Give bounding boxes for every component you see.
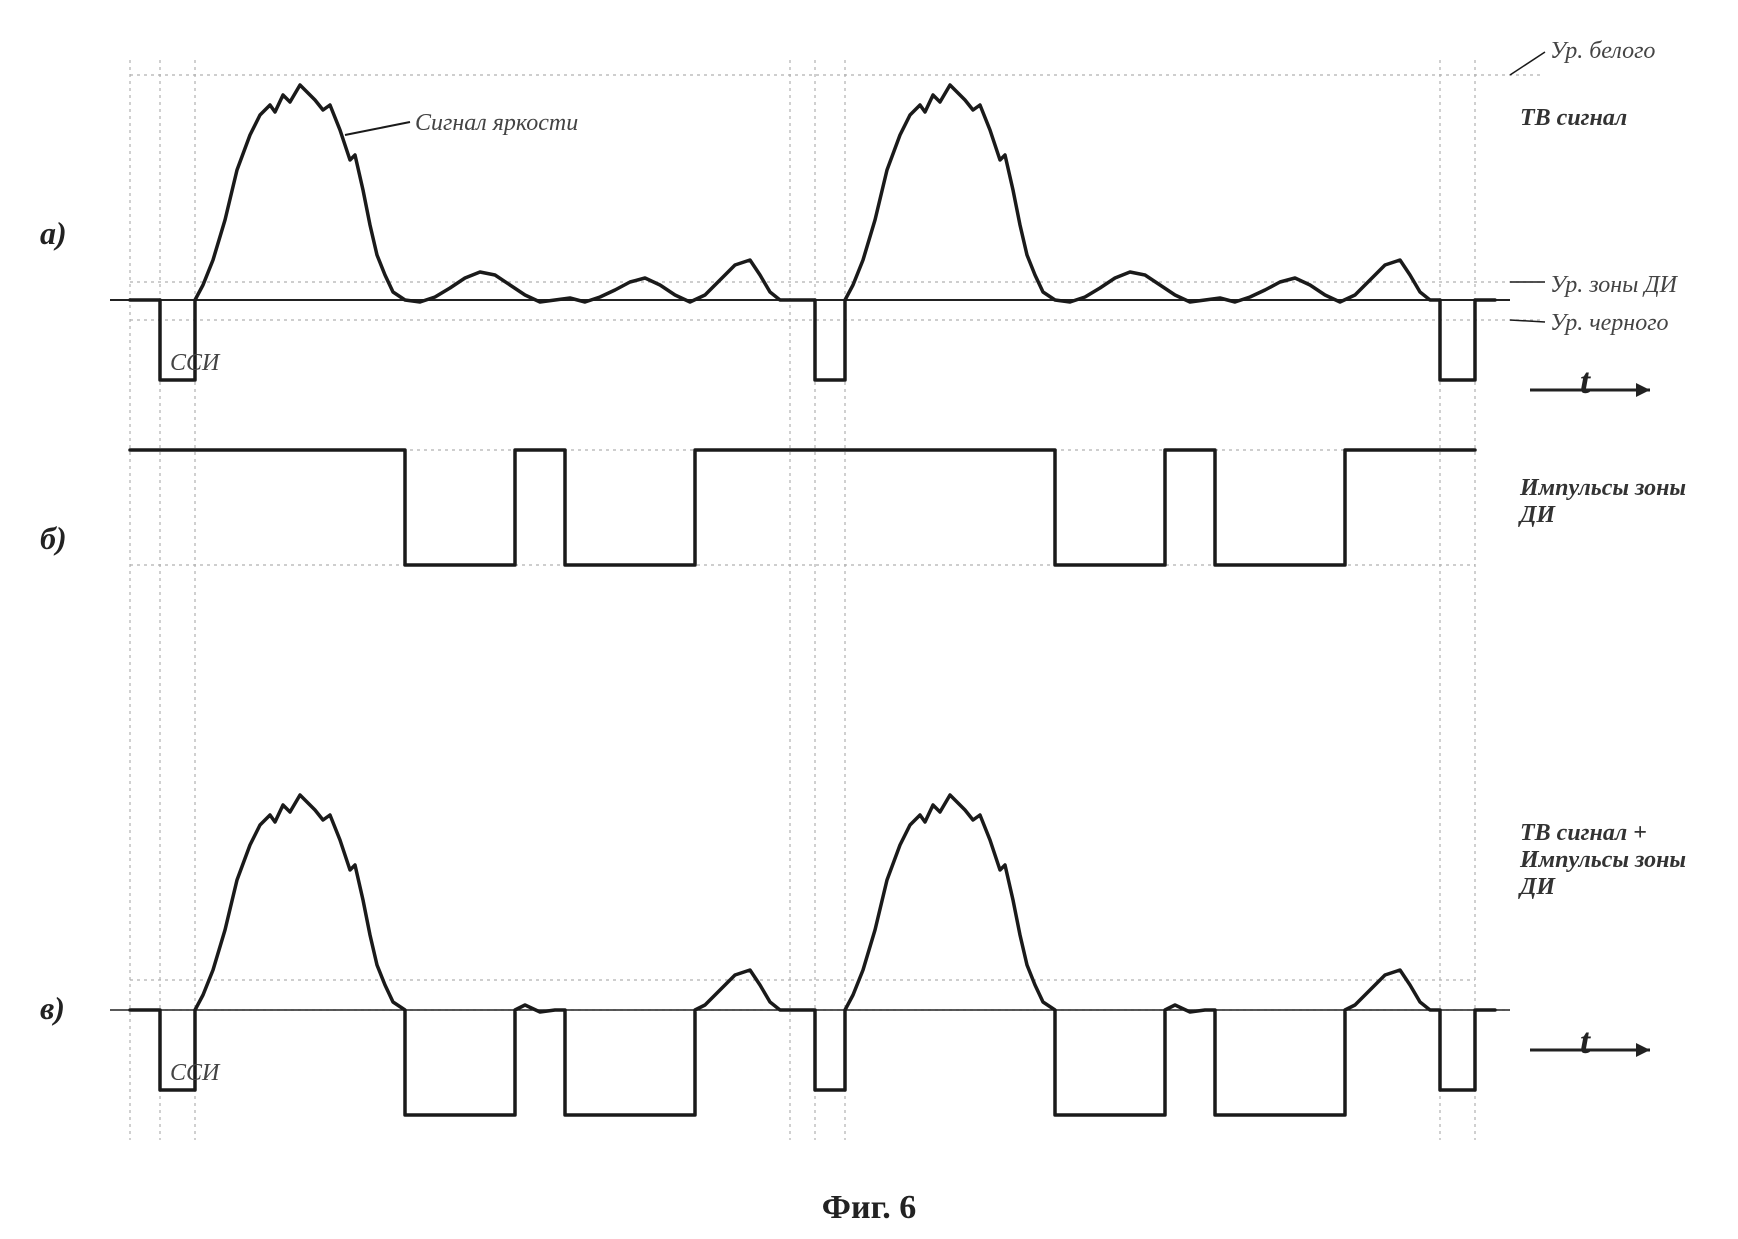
label-di-zone: Ур. зоны ДИ bbox=[1550, 272, 1677, 299]
t-axis-a: t bbox=[1580, 360, 1590, 402]
panel-b-title: Импульсы зоны ДИ bbox=[1520, 475, 1700, 529]
panel-c-label: в) bbox=[40, 990, 65, 1027]
label-ssi-a: ССИ bbox=[170, 350, 219, 377]
label-black-level: Ур. черного bbox=[1550, 310, 1669, 337]
t-axis-c: t bbox=[1580, 1020, 1590, 1062]
figure-svg bbox=[20, 20, 1718, 1219]
figure-6: а) б) в) Ур. белого ТВ сигнал Ур. зоны Д… bbox=[20, 20, 1718, 1219]
panel-a-label: а) bbox=[40, 215, 67, 252]
panel-b-label: б) bbox=[40, 520, 67, 557]
panel-a-title: ТВ сигнал bbox=[1520, 105, 1627, 132]
figure-caption: Фиг. 6 bbox=[20, 1189, 1718, 1227]
label-ssi-c: ССИ bbox=[170, 1060, 219, 1087]
label-brightness: Сигнал яркости bbox=[415, 110, 578, 137]
label-white-level: Ур. белого bbox=[1550, 38, 1655, 65]
panel-c-title: ТВ сигнал + Импульсы зоны ДИ bbox=[1520, 820, 1700, 901]
